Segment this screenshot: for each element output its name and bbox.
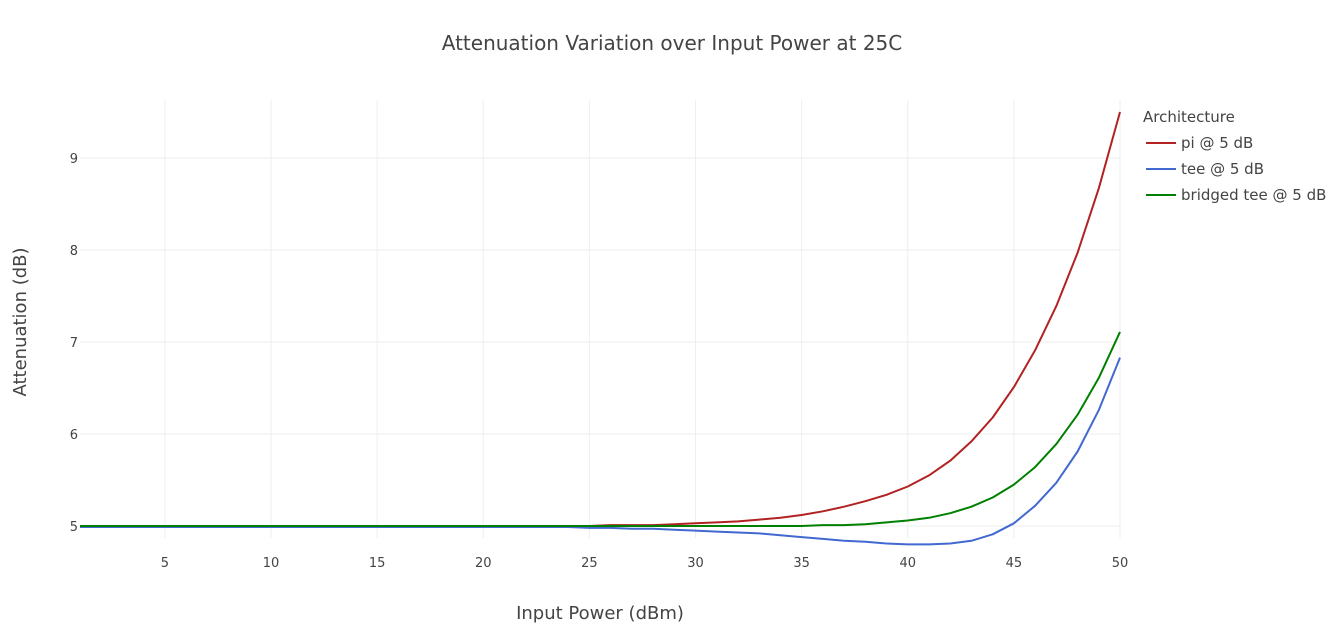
x-tick-label: 45 — [1006, 556, 1023, 571]
x-tick-label: 50 — [1112, 556, 1129, 571]
x-tick-label: 25 — [581, 556, 598, 571]
y-tick-label: 7 — [70, 336, 78, 351]
y-tick-label: 6 — [70, 428, 78, 443]
legend-title: Architecture — [1143, 108, 1235, 126]
series-line-pi-5-db — [80, 111, 1121, 527]
x-tick-label: 30 — [687, 556, 704, 571]
x-tick-label: 40 — [899, 556, 916, 571]
legend-label: pi @ 5 dB — [1181, 134, 1253, 152]
series-line-tee-5-db — [80, 357, 1121, 546]
y-tick-label: 5 — [70, 520, 78, 535]
chart-title: Attenuation Variation over Input Power a… — [442, 31, 902, 55]
legend-label: tee @ 5 dB — [1181, 160, 1264, 178]
legend-item-tee-5-db[interactable]: tee @ 5 dB — [1146, 160, 1264, 178]
x-tick-label: 20 — [475, 556, 492, 571]
x-tick-label: 5 — [161, 556, 169, 571]
y-tick-label: 9 — [70, 152, 78, 167]
legend-label: bridged tee @ 5 dB — [1181, 186, 1326, 204]
x-tick-label: 15 — [369, 556, 386, 571]
y-tick-label: 8 — [70, 244, 78, 259]
y-axis-ticks: 5 6 7 8 9 — [70, 152, 78, 535]
x-axis-ticks: 5 10 15 20 25 30 35 40 45 50 — [161, 556, 1129, 571]
series-lines — [80, 111, 1121, 546]
x-tick-label: 35 — [793, 556, 810, 571]
x-tick-label: 10 — [263, 556, 280, 571]
legend[interactable]: Architecture pi @ 5 dB tee @ 5 dB bridged … — [1143, 108, 1326, 204]
grid — [80, 100, 1121, 538]
legend-item-bridged-tee-5-db[interactable]: bridged tee @ 5 dB — [1146, 186, 1326, 204]
y-axis-title: Attenuation (dB) — [10, 247, 31, 396]
series-line-bridged-tee-5-db — [80, 331, 1121, 527]
legend-item-pi-5-db[interactable]: pi @ 5 dB — [1146, 134, 1253, 152]
x-axis-title: Input Power (dBm) — [516, 603, 684, 624]
